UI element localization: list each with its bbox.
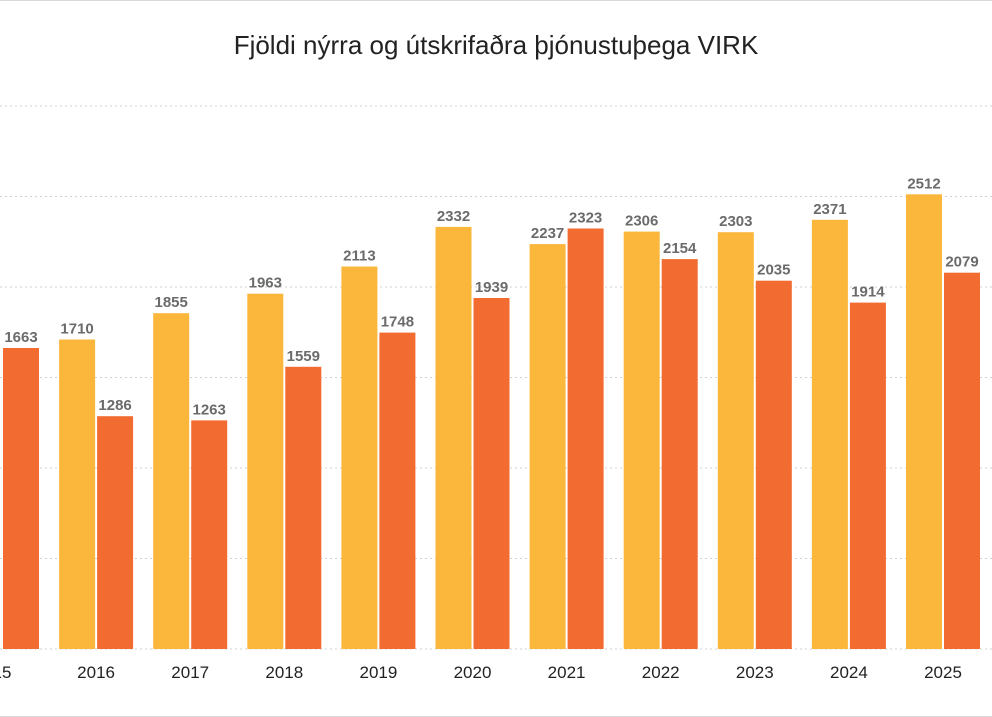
data-label-2022-series-1: 2306: [625, 213, 658, 230]
bar-2024-series-1: [811, 219, 848, 650]
data-label-2018-series-2: 1559: [287, 348, 320, 365]
bar-2020-series-1: [435, 226, 472, 649]
bar-2019-series-1: [341, 266, 378, 649]
bar-2021-series-1: [529, 244, 566, 649]
data-label-2018-series-1: 1963: [249, 275, 282, 292]
bar-2022-series-2: [661, 259, 698, 649]
data-label-2023-series-1: 2303: [719, 213, 752, 230]
bar-2022-series-1: [623, 231, 660, 649]
data-label-2024-series-1: 2371: [813, 201, 846, 218]
data-label-2015-series-2: 1663: [4, 329, 37, 346]
bar-2016-series-1: [59, 339, 96, 649]
x-tick-label-2023: 2023: [736, 663, 774, 682]
bar-2023-series-1: [717, 232, 754, 649]
data-label-2021-series-1: 2237: [531, 225, 564, 242]
data-label-2019-series-1: 2113: [343, 248, 376, 265]
x-tick-label-2019: 2019: [359, 663, 397, 682]
bar-2017-series-1: [153, 313, 190, 649]
bar-2021-series-2: [567, 228, 604, 649]
x-tick-label-2017: 2017: [171, 663, 209, 682]
data-label-2020-series-2: 1939: [475, 279, 508, 296]
x-tick-label-2015: 15: [0, 663, 11, 682]
chart-title: Fjöldi nýrra og útskrifaðra þjónustuþega…: [233, 30, 759, 60]
x-tick-label-2020: 2020: [454, 663, 492, 682]
data-label-2020-series-1: 2332: [437, 208, 470, 225]
data-label-2016-series-2: 1286: [98, 397, 131, 414]
bar-2024-series-2: [849, 302, 886, 649]
bar-2018-series-2: [285, 366, 322, 649]
x-tick-label-2021: 2021: [548, 663, 586, 682]
bar-2015-series-2: [3, 348, 39, 649]
x-tick-label-2018: 2018: [265, 663, 303, 682]
data-label-2017-series-2: 1263: [193, 401, 226, 418]
data-label-2023-series-2: 2035: [757, 262, 790, 279]
bar-2017-series-2: [191, 420, 228, 649]
bar-2018-series-1: [247, 293, 284, 649]
bar-2019-series-2: [379, 332, 416, 649]
data-label-2016-series-1: 1710: [60, 321, 93, 338]
x-tick-label-2024: 2024: [830, 663, 868, 682]
bar-2025-series-1: [906, 194, 942, 650]
data-label-2022-series-2: 2154: [663, 240, 697, 257]
data-label-2021-series-2: 2323: [569, 210, 602, 227]
x-tick-label-2022: 2022: [642, 663, 680, 682]
bar-2020-series-2: [473, 298, 510, 649]
bar-2023-series-2: [755, 280, 792, 649]
data-label-2025-series-2: 2079: [945, 254, 978, 271]
x-tick-label-2016: 2016: [77, 663, 115, 682]
x-tick-label-2025: 2025: [924, 663, 962, 682]
bar-2025-series-2: [944, 272, 980, 649]
data-label-2019-series-2: 1748: [381, 314, 414, 331]
data-label-2025-series-1: 2512: [907, 175, 940, 192]
data-label-2017-series-1: 1855: [155, 294, 188, 311]
bar-2016-series-2: [97, 416, 134, 649]
data-label-2024-series-2: 1914: [851, 284, 885, 301]
